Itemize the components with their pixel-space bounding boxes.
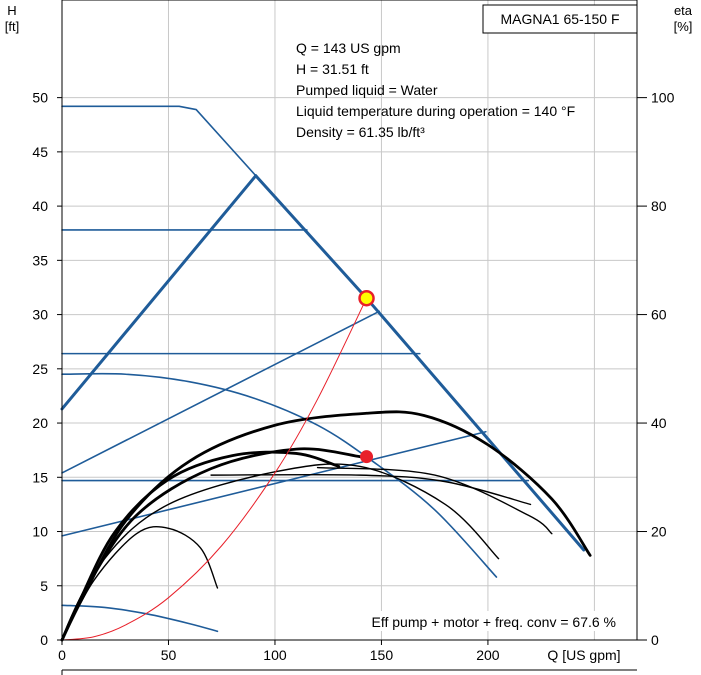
annotation-head: H = 31.51 ft [296, 61, 369, 77]
y-tick-label: 10 [32, 524, 48, 540]
x-tick-label: 0 [58, 647, 66, 663]
head-curve [61, 310, 381, 474]
annotation-flow: Q = 143 US gpm [296, 40, 401, 56]
x-tick-label: 50 [161, 647, 177, 663]
y-right-axis-unit: [%] [674, 19, 693, 34]
axis-layer: 0 50 100 150 200 0 5 10 15 20 25 30 35 40 45 50 0 20 40 60 8… [32, 0, 675, 663]
y-right-tick-label: 0 [651, 632, 659, 648]
y-tick-label: 0 [40, 632, 48, 648]
grid [62, 0, 637, 640]
y-right-tick-label: 100 [651, 90, 675, 106]
y-right-axis-symbol: eta [674, 3, 693, 18]
chart-title: MAGNA1 65-150 F [500, 11, 619, 27]
efficiency-label: Eff pump + motor + freq. conv = 67.6 % [372, 614, 617, 630]
head-curve [61, 604, 219, 633]
y-right-tick-label: 60 [651, 307, 667, 323]
x-tick-label: 200 [476, 647, 500, 663]
marker-layer [358, 289, 375, 464]
plot-frame [61, 0, 638, 641]
y-tick-label: 15 [32, 469, 48, 485]
x-tick-label: 150 [370, 647, 394, 663]
efficiency-curve [61, 525, 219, 641]
y-tick-label: 5 [40, 578, 48, 594]
y-tick-label: 30 [32, 307, 48, 323]
y-axis-unit: [ft] [5, 19, 19, 34]
efficiency-point-marker [360, 450, 374, 464]
efficiency-label-bg [332, 611, 622, 631]
lower-panel-label: P1 [2, 672, 18, 675]
annotation-temperature: Liquid temperature during operation = 14… [296, 103, 575, 119]
efficiency-curve [210, 473, 532, 506]
y-tick-label: 45 [32, 144, 48, 160]
y-tick-label: 35 [32, 252, 48, 268]
annotation-liquid: Pumped liquid = Water [296, 82, 438, 98]
y-tick-label: 50 [32, 90, 48, 106]
duty-point-marker [358, 289, 375, 307]
head-curve [61, 372, 498, 578]
y-tick-label: 25 [32, 361, 48, 377]
x-axis-label: Q [US gpm] [547, 647, 620, 663]
x-tick-label: 100 [263, 647, 287, 663]
y-tick-label: 20 [32, 415, 48, 431]
efficiency-curve [61, 463, 500, 641]
head-curve [60, 174, 258, 411]
head-curve [254, 174, 586, 552]
y-right-tick-label: 80 [651, 198, 667, 214]
annotation-density: Density = 61.35 lb/ft³ [296, 124, 425, 140]
system-curve [61, 297, 368, 641]
y-right-tick-label: 40 [651, 415, 667, 431]
y-tick-label: 40 [32, 198, 48, 214]
y-axis-symbol: H [7, 3, 16, 18]
series-layer [60, 105, 592, 642]
head-curve [61, 105, 585, 551]
y-right-tick-label: 20 [651, 524, 667, 540]
efficiency-curve [60, 410, 592, 642]
title-box [482, 4, 638, 34]
efficiency-curve [316, 466, 553, 535]
